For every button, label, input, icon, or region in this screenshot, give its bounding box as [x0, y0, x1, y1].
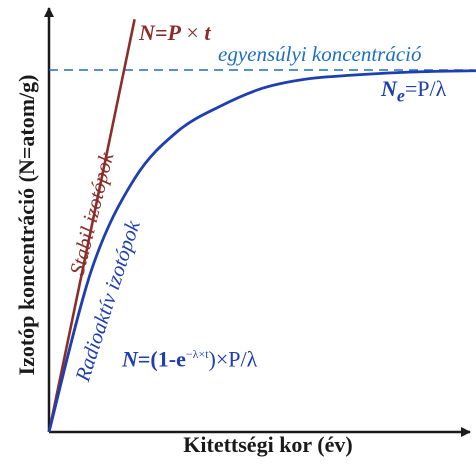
stable-formula-n: N	[139, 20, 155, 45]
radio-formula-body: =(1-e	[137, 346, 186, 372]
radio-formula-label: N=(1-e−λ×t)×P/λ	[122, 342, 257, 371]
radio-formula-n: N	[122, 346, 138, 372]
ne-formula-label: Ne=P/λ	[381, 78, 446, 106]
equilibrium-label: egyensúlyi koncentráció	[218, 42, 422, 66]
radio-formula-tail: )×P/λ	[208, 346, 258, 372]
y-axis-label: Izotóp koncentráció (N=atom/g)	[14, 74, 39, 376]
radioactive-isotope-curve	[47, 69, 476, 433]
stable-formula-label: N=P × t	[139, 22, 210, 44]
radio-formula-exponent: −λ×t	[185, 347, 209, 361]
stable-formula-p: P	[167, 20, 181, 45]
stable-formula-t: t	[204, 20, 211, 45]
stable-formula-times: ×	[180, 20, 205, 45]
stable-formula-eq: =	[154, 20, 168, 45]
ne-formula-n: N	[381, 76, 397, 101]
x-axis-label: Kitettségi kor (év)	[183, 432, 353, 457]
ne-formula-subscript: e	[396, 85, 405, 106]
ne-formula-rest: =P/λ	[404, 76, 447, 101]
stable-isotope-line	[47, 19, 136, 433]
